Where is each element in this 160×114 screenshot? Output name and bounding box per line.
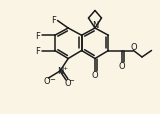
Text: −: − — [69, 77, 74, 83]
Text: N: N — [92, 21, 98, 30]
Text: −: − — [50, 76, 55, 82]
Text: F: F — [36, 31, 40, 40]
Text: N: N — [57, 67, 63, 76]
Text: O: O — [119, 61, 125, 70]
Text: O: O — [64, 79, 71, 88]
Text: F: F — [36, 47, 40, 56]
Text: O: O — [44, 77, 50, 86]
Text: F: F — [52, 16, 56, 25]
Text: O: O — [130, 43, 137, 52]
Text: +: + — [62, 65, 67, 70]
Text: O: O — [92, 70, 98, 79]
